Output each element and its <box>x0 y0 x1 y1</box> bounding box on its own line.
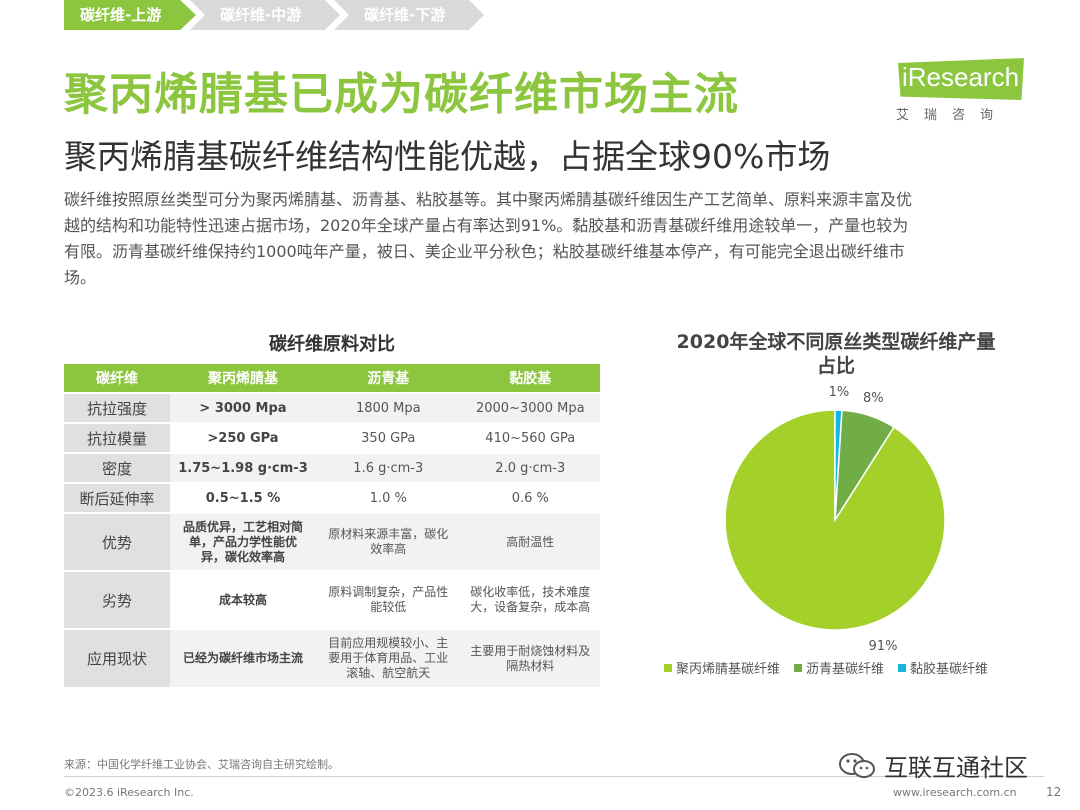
legend-label: 沥青基碳纤维 <box>806 662 885 677</box>
row-label: 抗拉模量 <box>64 422 170 453</box>
breadcrumb: 碳纤维-上游 碳纤维-中游 碳纤维-下游 <box>64 0 484 30</box>
intro-line: 场。 <box>64 268 97 287</box>
table-cell: 已经为碳纤维市场主流 <box>170 628 316 687</box>
table-row: 密度 1.75~1.98 g·cm-3 1.6 g·cm-3 2.0 g·cm-… <box>64 452 600 483</box>
wechat-icon <box>839 752 875 778</box>
table-cell: 成本较高 <box>170 570 316 629</box>
table-row: 应用现状 已经为碳纤维市场主流 目前应用规模较小、主要用于体育用品、工业滚轴、航… <box>64 628 600 687</box>
chart-legend: 聚丙烯腈基碳纤维 沥青基碳纤维 黏胶基碳纤维 <box>664 658 1002 677</box>
table-cell: 0.5~1.5 % <box>170 482 316 513</box>
table-row: 断后延伸率 0.5~1.5 % 1.0 % 0.6 % <box>64 482 600 513</box>
legend-swatch-pitch <box>794 663 803 672</box>
intro-line: 碳纤维按照原丝类型可分为聚丙烯腈基、沥青基、粘胶基等。其中聚丙烯腈基碳纤维因生产… <box>64 190 913 209</box>
page-subtitle: 聚丙烯腈基碳纤维结构性能优越，占据全球90%市场 <box>64 137 831 176</box>
table-row: 抗拉模量 >250 GPa 350 GPa 410~560 GPa <box>64 422 600 453</box>
table-title: 碳纤维原料对比 <box>269 334 395 355</box>
table-header: 碳纤维 <box>64 364 170 393</box>
logo-text: iResearch <box>902 62 1020 92</box>
row-label: 断后延伸率 <box>64 482 170 513</box>
legend-swatch-pan <box>664 663 672 672</box>
table-cell: 品质优异，工艺相对简单，产品力学性能优异，碳化效率高 <box>170 512 316 571</box>
table-cell: 1800 Mpa <box>316 392 461 423</box>
logo-background <box>898 58 1024 100</box>
pie-data-label: 91% <box>869 639 898 650</box>
row-label: 优势 <box>64 512 170 571</box>
table-header: 黏胶基 <box>460 364 600 393</box>
intro-line: 有限。沥青基碳纤维保持约1000吨年产量，被日、美企业平分秋色；粘胶基碳纤维基本… <box>64 242 905 261</box>
table-cell: 1.6 g·cm-3 <box>316 452 461 483</box>
watermark: 互联互通社区 <box>838 748 1028 783</box>
table-cell: 目前应用规模较小、主要用于体育用品、工业滚轴、航空航天 <box>316 628 461 687</box>
legend-swatch-viscose <box>898 663 907 672</box>
table-row: 优势 品质优异，工艺相对简单，产品力学性能优异，碳化效率高 原材料来源丰富，碳化… <box>64 512 600 571</box>
copyright: ©2023.6 iResearch Inc. <box>64 786 194 799</box>
pie-chart: 91% 8% 1% <box>724 385 946 650</box>
intro-line: 越的结构和功能特性迅速占据市场，2020年全球产量占有率达到91%。黏胶基和沥青… <box>64 216 909 235</box>
table-cell: > 3000 Mpa <box>170 392 316 423</box>
legend-item: 沥青基碳纤维 <box>794 658 884 677</box>
pie-data-label: 8% <box>863 391 884 406</box>
table-cell: 主要用于耐烧蚀材料及隔热材料 <box>460 628 600 687</box>
slice-viscose <box>834 409 843 521</box>
table-cell: 350 GPa <box>316 422 461 453</box>
chart-title: 2020年全球不同原丝类型碳纤维产量占比 <box>676 331 996 377</box>
tab-downstream[interactable]: 碳纤维-下游 <box>334 0 484 30</box>
table-cell: 原材料来源丰富，碳化效率高 <box>316 512 461 571</box>
table-cell: 原料调制复杂，产品性能较低 <box>316 570 461 629</box>
iresearch-logo: iResearch 艾瑞咨询 <box>892 58 1028 123</box>
table-cell: 1.75~1.98 g·cm-3 <box>170 452 316 483</box>
table-cell: 高耐温性 <box>460 512 600 571</box>
table-header: 聚丙烯腈基 <box>170 364 316 393</box>
website[interactable]: www.iresearch.com.cn <box>893 786 1017 799</box>
table-cell: 410~560 GPa <box>460 422 600 453</box>
tab-upstream[interactable]: 碳纤维-上游 <box>64 0 196 30</box>
comparison-table: 碳纤维 聚丙烯腈基 沥青基 黏胶基 抗拉强度 > 3000 Mpa 1800 M… <box>64 364 600 687</box>
legend-label: 聚丙烯腈基碳纤维 <box>676 662 781 677</box>
table-header-row: 碳纤维 聚丙烯腈基 沥青基 黏胶基 <box>64 364 600 393</box>
footer-divider <box>64 776 1044 777</box>
logo-subtext: 艾瑞咨询 <box>896 108 1009 123</box>
watermark-text: 互联互通社区 <box>884 754 1028 782</box>
legend-item: 聚丙烯腈基碳纤维 <box>664 658 780 677</box>
row-label: 密度 <box>64 452 170 483</box>
table-cell: 碳化收率低，技术难度大，设备复杂，成本高 <box>460 570 600 629</box>
page-number: 12 <box>1046 785 1062 799</box>
table-cell: >250 GPa <box>170 422 316 453</box>
table-cell: 0.6 % <box>460 482 600 513</box>
source-note: 来源：中国化学纤维工业协会、艾瑞咨询自主研究绘制。 <box>64 758 339 771</box>
pie-data-label: 1% <box>829 385 850 400</box>
table-cell: 2000~3000 Mpa <box>460 392 600 423</box>
intro-paragraph: 碳纤维按照原丝类型可分为聚丙烯腈基、沥青基、粘胶基等。其中聚丙烯腈基碳纤维因生产… <box>64 187 1024 291</box>
row-label: 劣势 <box>64 570 170 629</box>
legend-label: 黏胶基碳纤维 <box>910 662 989 677</box>
row-label: 抗拉强度 <box>64 392 170 423</box>
table-cell: 1.0 % <box>316 482 461 513</box>
legend-item: 黏胶基碳纤维 <box>898 658 988 677</box>
table-header: 沥青基 <box>316 364 461 393</box>
table-cell: 2.0 g·cm-3 <box>460 452 600 483</box>
table-row: 劣势 成本较高 原料调制复杂，产品性能较低 碳化收率低，技术难度大，设备复杂，成… <box>64 570 600 629</box>
page-title: 聚丙烯腈基已成为碳纤维市场主流 <box>64 69 739 120</box>
tab-midstream[interactable]: 碳纤维-中游 <box>190 0 340 30</box>
table-row: 抗拉强度 > 3000 Mpa 1800 Mpa 2000~3000 Mpa <box>64 392 600 423</box>
row-label: 应用现状 <box>64 628 170 687</box>
